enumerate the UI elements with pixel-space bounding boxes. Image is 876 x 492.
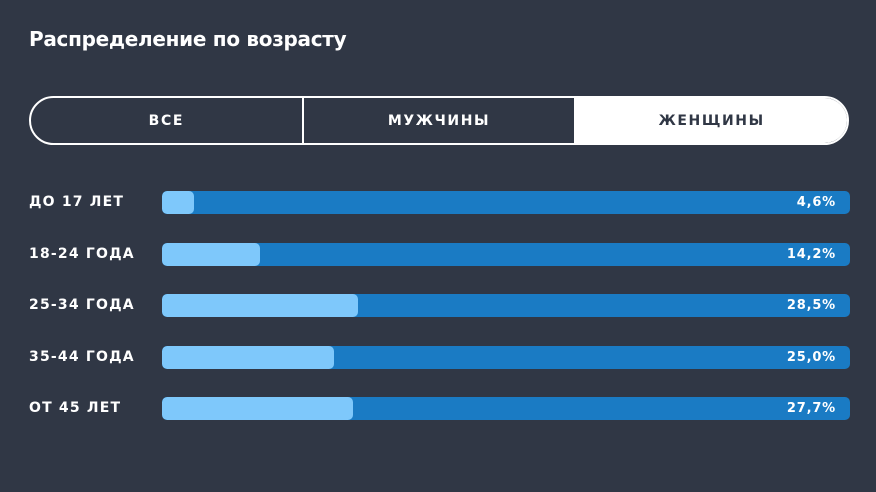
age-label: ДО 17 ЛЕТ [29, 194, 125, 210]
percent-value: 25,0% [786, 349, 836, 365]
progress-bar: 4,6% [162, 191, 850, 214]
age-distribution-list: ДО 17 ЛЕТ 4,6% 18-24 ГОДА 14,2% 25-34 ГО… [29, 191, 850, 449]
tab-women[interactable]: ЖЕНЩИНЫ [576, 98, 847, 143]
progress-fill [162, 242, 260, 266]
age-label: 18-24 ГОДА [29, 245, 135, 262]
age-row-under-17: ДО 17 ЛЕТ 4,6% [29, 191, 850, 214]
percent-value: 28,5% [786, 298, 836, 313]
tab-all[interactable]: ВСЕ [31, 98, 304, 143]
progress-bar: 27,7% [162, 397, 850, 420]
progress-fill [162, 294, 359, 317]
percent-value: 27,7% [786, 401, 836, 416]
percent-value: 14,2% [786, 246, 836, 262]
progress-fill [162, 397, 353, 420]
page-title: Распределение по возрасту [29, 27, 347, 51]
progress-bar: 28,5% [162, 294, 850, 317]
age-row-18-24: 18-24 ГОДА 14,2% [29, 242, 850, 266]
age-label: 25-34 ГОДА [29, 297, 135, 313]
age-row-35-44: 35-44 ГОДА 25,0% [29, 345, 850, 369]
age-row-25-34: 25-34 ГОДА 28,5% [29, 294, 850, 317]
age-row-45-plus: ОТ 45 ЛЕТ 27,7% [29, 397, 850, 420]
progress-fill [162, 345, 334, 369]
progress-fill [162, 191, 194, 214]
percent-value: 4,6% [796, 195, 836, 210]
progress-bar: 14,2% [162, 242, 850, 266]
gender-tabs: ВСЕ МУЖЧИНЫ ЖЕНЩИНЫ [29, 96, 849, 145]
progress-bar: 25,0% [162, 345, 850, 369]
age-label: 35-44 ГОДА [29, 348, 135, 365]
age-label: ОТ 45 ЛЕТ [29, 400, 122, 416]
tab-men[interactable]: МУЖЧИНЫ [304, 98, 577, 143]
